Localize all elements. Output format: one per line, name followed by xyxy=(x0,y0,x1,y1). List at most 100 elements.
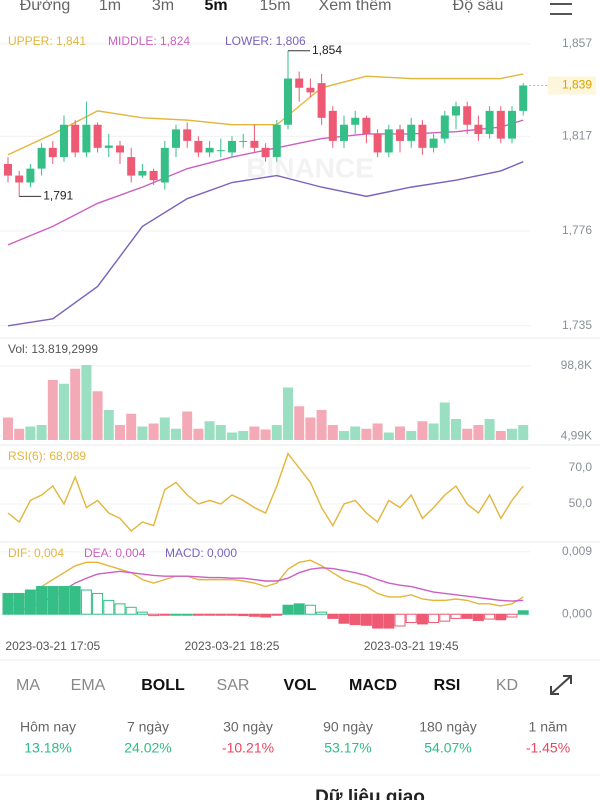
candle-body xyxy=(463,106,472,125)
period-label: 30 ngày xyxy=(223,719,273,735)
volume-bar xyxy=(507,428,517,440)
indicator-tab[interactable]: KD xyxy=(496,677,518,694)
volume-bar xyxy=(518,425,529,440)
candle-body xyxy=(384,129,393,153)
indicator-tab[interactable]: MA xyxy=(16,677,40,694)
period-value: 54.07% xyxy=(424,740,471,756)
candle-body xyxy=(48,147,57,158)
y-tick-label: 1,817 xyxy=(562,128,592,142)
macd-bar xyxy=(282,604,294,615)
legend-entry: UPPER: 1,841 xyxy=(8,34,86,48)
candle-body xyxy=(452,106,460,116)
macd-bar xyxy=(2,592,14,615)
macd-bar xyxy=(170,613,182,616)
candle-body xyxy=(396,129,404,141)
candle-body xyxy=(485,110,494,134)
volume-bar xyxy=(215,425,226,440)
candle-body xyxy=(216,150,225,152)
timeframe-tab[interactable]: Xem thêm xyxy=(319,0,392,14)
macd-bar xyxy=(349,613,361,626)
timeframe-tab[interactable]: 5m xyxy=(204,0,227,14)
macd-bar xyxy=(192,613,204,616)
candle-body xyxy=(373,133,382,153)
macd-bar xyxy=(405,613,417,624)
candle-body xyxy=(429,138,438,148)
volume-bar xyxy=(451,419,461,440)
candle-body xyxy=(37,147,46,169)
macd-bar xyxy=(69,586,81,615)
timeframe-tab[interactable]: Đường xyxy=(20,0,71,14)
volume-bar xyxy=(372,423,383,440)
volume-bar xyxy=(339,431,349,440)
candle-body xyxy=(183,129,192,141)
candle-body xyxy=(93,124,102,148)
indicator-tab[interactable]: MACD xyxy=(349,677,397,694)
period-value: 13.18% xyxy=(24,740,71,756)
candle-body xyxy=(418,124,427,148)
macd-bar xyxy=(13,592,25,615)
volume-bar xyxy=(294,406,305,440)
x-tick-label: 2023-03-21 17:05 xyxy=(5,639,100,653)
volume-bar xyxy=(148,423,159,440)
timeframe-tab[interactable]: 15m xyxy=(259,0,290,14)
macd-bar xyxy=(58,586,70,615)
macd-bar xyxy=(92,592,104,615)
candle-body xyxy=(306,87,315,93)
timeframe-tab[interactable]: 3m xyxy=(152,0,174,14)
volume-bar xyxy=(204,421,215,440)
indicator-tab[interactable]: RSI xyxy=(434,677,461,694)
macd-bar xyxy=(517,610,529,615)
indicator-tab[interactable]: VOL xyxy=(284,677,317,694)
volume-bar xyxy=(81,365,92,440)
expand-icon[interactable] xyxy=(550,675,572,695)
y-tick-label: 1,776 xyxy=(562,223,592,237)
volume-bar xyxy=(327,425,338,440)
macd-bar xyxy=(204,613,216,616)
candle-body xyxy=(116,145,124,153)
timeframe-tab[interactable]: Độ sâu xyxy=(453,0,504,14)
volume-bar xyxy=(406,431,417,440)
volume-bar xyxy=(70,368,81,440)
macd-bar xyxy=(484,613,496,620)
timeframe-tab[interactable]: 1m xyxy=(99,0,121,14)
indicator-line xyxy=(7,567,524,615)
candle-body xyxy=(194,140,203,153)
settings-icon[interactable] xyxy=(550,3,572,15)
volume-bar xyxy=(92,391,103,440)
section-title: Dữ liệu giao xyxy=(315,787,425,800)
period-label: 180 ngày xyxy=(419,719,477,735)
macd-bar xyxy=(293,603,305,615)
volume-bar xyxy=(495,431,506,440)
volume-bar xyxy=(25,426,36,440)
candle-body xyxy=(15,175,24,183)
volume-bar xyxy=(137,426,148,440)
icon-path xyxy=(550,675,572,695)
macd-bar xyxy=(47,586,59,615)
candle-body xyxy=(138,170,147,176)
candle-body xyxy=(272,124,281,158)
volume-bar xyxy=(283,387,293,440)
candle-body xyxy=(508,110,516,139)
volume-bar xyxy=(316,410,327,440)
macd-bar xyxy=(226,613,238,616)
y-tick-label: 1,857 xyxy=(562,36,592,50)
indicator-line xyxy=(7,452,524,532)
volume-bar xyxy=(159,417,170,440)
macd-bar xyxy=(271,613,283,616)
candle-body xyxy=(104,145,113,148)
last-price-box xyxy=(548,76,596,95)
volume-bar xyxy=(238,431,249,440)
macd-bar xyxy=(383,613,395,629)
indicator-tab[interactable]: EMA xyxy=(71,677,106,694)
period-value: -1.45% xyxy=(526,740,570,756)
y-tick-label: 4,99K xyxy=(561,428,592,442)
indicator-tab[interactable]: BOLL xyxy=(141,677,185,694)
candle-body xyxy=(351,117,360,125)
volume-bar xyxy=(383,432,394,440)
indicator-tab[interactable]: SAR xyxy=(217,677,250,694)
volume-bar xyxy=(249,426,260,440)
legend-entry: LOWER: 1,806 xyxy=(225,34,306,48)
candle-body xyxy=(519,85,528,111)
annotation-label: 1,791 xyxy=(43,189,73,203)
macd-bar xyxy=(327,613,339,619)
